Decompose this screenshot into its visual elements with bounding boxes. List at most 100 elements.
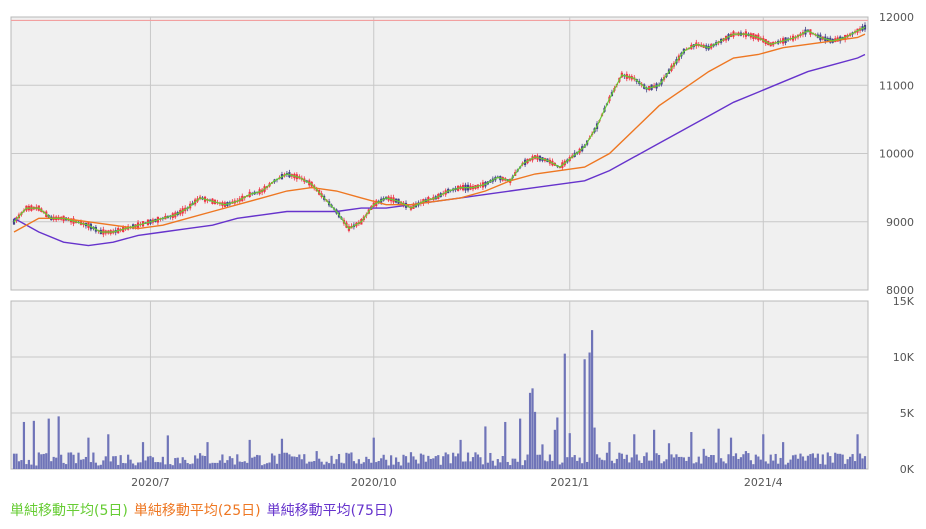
price-panel: 12000 11000 10000 9000 8000 bbox=[10, 11, 914, 297]
volume-bar bbox=[853, 461, 857, 469]
volume-bar bbox=[794, 454, 797, 469]
volume-bar bbox=[834, 452, 837, 469]
volume-bar bbox=[734, 453, 738, 469]
volume-bar bbox=[392, 464, 395, 469]
volume-bar bbox=[499, 462, 502, 469]
volume-bar bbox=[303, 454, 306, 469]
volume-bar bbox=[712, 455, 715, 469]
volume-bar bbox=[253, 456, 256, 469]
volume-bar bbox=[650, 460, 653, 469]
volume-bar bbox=[558, 464, 561, 469]
volume-bar bbox=[119, 455, 122, 469]
volume-bar bbox=[754, 454, 757, 469]
volume-bar bbox=[154, 462, 157, 469]
volume-bar bbox=[15, 453, 18, 469]
volume-bar bbox=[404, 456, 408, 469]
volume-bar bbox=[615, 458, 618, 469]
x-tick-label: 2021/1 bbox=[550, 476, 589, 489]
volume-bar bbox=[350, 452, 353, 469]
volume-bar bbox=[747, 453, 750, 469]
volume-bar bbox=[598, 457, 601, 469]
volume-bar bbox=[516, 461, 519, 469]
volume-bar bbox=[280, 438, 284, 469]
volume-bar bbox=[77, 452, 80, 469]
volume-bar bbox=[89, 462, 93, 469]
volume-bar bbox=[457, 453, 460, 469]
volume-bar bbox=[434, 456, 437, 469]
volume-bar bbox=[717, 428, 720, 469]
volume-bar bbox=[35, 465, 38, 469]
volume-bar bbox=[715, 462, 718, 469]
volume-bar bbox=[124, 463, 127, 469]
volume-bar bbox=[293, 456, 296, 469]
price-y-tick-label: 11000 bbox=[879, 79, 914, 92]
volume-bar bbox=[593, 427, 596, 469]
volume-bar bbox=[662, 461, 666, 469]
ma5-line bbox=[13, 26, 866, 233]
volume-bar bbox=[474, 452, 477, 469]
volume-bar bbox=[387, 465, 390, 469]
volume-bar bbox=[521, 465, 524, 469]
volume-bar bbox=[288, 454, 291, 469]
volume-y-tick-label: 15K bbox=[893, 295, 915, 308]
volume-bar bbox=[407, 462, 410, 469]
volume-bar bbox=[231, 458, 234, 469]
volume-bar bbox=[134, 465, 137, 469]
volume-bar bbox=[471, 457, 475, 469]
volume-bar bbox=[672, 457, 676, 469]
volume-bar bbox=[782, 442, 785, 469]
volume-bar bbox=[394, 457, 398, 469]
volume-bar bbox=[757, 456, 760, 469]
volume-bar bbox=[618, 452, 621, 469]
volume-bar bbox=[362, 462, 365, 469]
volume-bar bbox=[270, 453, 274, 469]
volume-bar bbox=[102, 460, 105, 469]
volume-bar bbox=[700, 463, 703, 469]
volume-bar bbox=[218, 460, 222, 469]
volume-bar bbox=[184, 459, 187, 469]
volume-bar bbox=[571, 457, 574, 469]
volume-bar bbox=[824, 464, 827, 469]
volume-bar bbox=[233, 464, 236, 469]
volume-bar bbox=[112, 456, 115, 469]
volume-bar bbox=[749, 460, 752, 469]
volume-bar bbox=[295, 457, 298, 469]
volume-bar bbox=[22, 421, 26, 469]
volume-bar bbox=[313, 461, 316, 469]
volume-bar bbox=[335, 459, 338, 469]
volume-bar bbox=[643, 456, 646, 469]
volume-bar bbox=[764, 461, 767, 469]
volume-bar bbox=[320, 461, 323, 469]
volume-bar bbox=[705, 455, 708, 469]
volume-bar bbox=[630, 457, 633, 469]
volume-bar bbox=[198, 453, 202, 469]
volume-bar bbox=[729, 437, 733, 469]
volume-bar bbox=[149, 455, 152, 469]
volume-bar bbox=[742, 454, 745, 469]
volume-bar bbox=[454, 456, 457, 469]
volume-bar bbox=[151, 457, 155, 469]
volume-bar bbox=[238, 461, 241, 469]
volume-bar bbox=[370, 462, 373, 469]
volume-bar bbox=[27, 459, 30, 469]
volume-bar bbox=[588, 352, 591, 469]
volume-bar bbox=[777, 463, 780, 469]
volume-bar bbox=[136, 462, 140, 469]
volume-bar bbox=[692, 463, 695, 469]
volume-bar bbox=[12, 453, 16, 469]
volume-bar bbox=[104, 456, 107, 469]
volume-bar bbox=[501, 455, 504, 469]
volume-bar bbox=[590, 330, 594, 469]
volume-bar bbox=[526, 454, 529, 469]
volume-bar bbox=[332, 463, 336, 469]
volume-bar bbox=[82, 459, 85, 469]
volume-y-tick-label: 10K bbox=[893, 351, 915, 364]
volume-bar bbox=[744, 451, 748, 469]
volume-bar bbox=[595, 454, 599, 469]
price-y-tick-label: 10000 bbox=[879, 148, 914, 161]
volume-bar bbox=[841, 454, 844, 469]
volume-bar bbox=[181, 457, 184, 469]
volume-bar bbox=[821, 454, 824, 469]
volume-bar bbox=[241, 461, 244, 469]
x-tick-label: 2020/10 bbox=[351, 476, 397, 489]
